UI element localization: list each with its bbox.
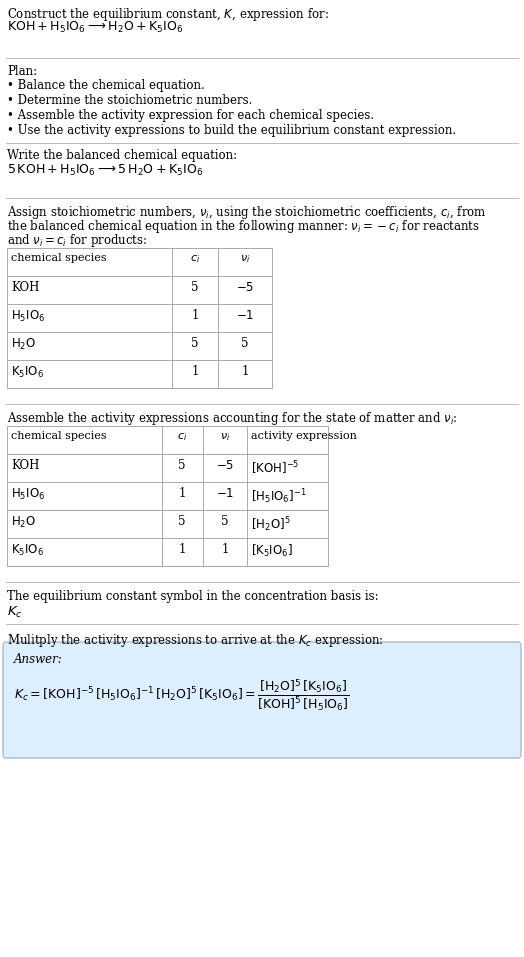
Text: 5: 5 xyxy=(178,459,185,472)
Text: 5: 5 xyxy=(191,281,199,294)
Text: • Use the activity expressions to build the equilibrium constant expression.: • Use the activity expressions to build … xyxy=(7,124,456,137)
Text: The equilibrium constant symbol in the concentration basis is:: The equilibrium constant symbol in the c… xyxy=(7,590,379,603)
Text: $c_i$: $c_i$ xyxy=(177,431,187,443)
Text: the balanced chemical equation in the following manner: $\nu_i = -c_i$ for react: the balanced chemical equation in the fo… xyxy=(7,218,480,235)
Text: • Determine the stoichiometric numbers.: • Determine the stoichiometric numbers. xyxy=(7,94,253,107)
Text: $-5$: $-5$ xyxy=(216,459,234,472)
FancyBboxPatch shape xyxy=(3,642,521,758)
Text: $\mathrm{H_2O}$: $\mathrm{H_2O}$ xyxy=(11,337,36,352)
Text: • Assemble the activity expression for each chemical species.: • Assemble the activity expression for e… xyxy=(7,109,374,122)
Text: 1: 1 xyxy=(178,487,185,500)
Text: chemical species: chemical species xyxy=(11,253,106,263)
Text: activity expression: activity expression xyxy=(251,431,357,441)
Text: $\mathrm{K_5IO_6}$: $\mathrm{K_5IO_6}$ xyxy=(11,543,44,558)
Text: $[\mathrm{H_2O}]^{5}$: $[\mathrm{H_2O}]^{5}$ xyxy=(251,515,291,534)
Text: $K_c = [\mathrm{KOH}]^{-5}\,[\mathrm{H_5IO_6}]^{-1}\,[\mathrm{H_2O}]^{5}\,[\math: $K_c = [\mathrm{KOH}]^{-5}\,[\mathrm{H_5… xyxy=(14,677,350,713)
Text: Mulitply the activity expressions to arrive at the $K_c$ expression:: Mulitply the activity expressions to arr… xyxy=(7,632,384,649)
Text: 5: 5 xyxy=(191,337,199,350)
Text: and $\nu_i = c_i$ for products:: and $\nu_i = c_i$ for products: xyxy=(7,232,147,249)
Text: $\mathrm{H_2O}$: $\mathrm{H_2O}$ xyxy=(11,515,36,530)
Text: 1: 1 xyxy=(221,543,228,556)
Text: • Balance the chemical equation.: • Balance the chemical equation. xyxy=(7,79,205,92)
Text: $\mathrm{KOH + H_5IO_6 \longrightarrow H_2O + K_5IO_6}$: $\mathrm{KOH + H_5IO_6 \longrightarrow H… xyxy=(7,20,183,35)
Text: $\nu_i$: $\nu_i$ xyxy=(240,253,250,265)
Text: Assign stoichiometric numbers, $\nu_i$, using the stoichiometric coefficients, $: Assign stoichiometric numbers, $\nu_i$, … xyxy=(7,204,487,221)
Text: 1: 1 xyxy=(191,365,199,378)
Text: $[\mathrm{K_5IO_6}]$: $[\mathrm{K_5IO_6}]$ xyxy=(251,543,293,559)
Text: $-1$: $-1$ xyxy=(216,487,234,500)
Text: $-5$: $-5$ xyxy=(236,281,254,294)
Text: Write the balanced chemical equation:: Write the balanced chemical equation: xyxy=(7,149,237,162)
Text: $\mathrm{K_5IO_6}$: $\mathrm{K_5IO_6}$ xyxy=(11,365,44,380)
Text: $\nu_i$: $\nu_i$ xyxy=(220,431,230,443)
Text: $\mathrm{5\,KOH + H_5IO_6 \longrightarrow 5\,H_2O + K_5IO_6}$: $\mathrm{5\,KOH + H_5IO_6 \longrightarro… xyxy=(7,163,203,178)
Text: $\mathrm{H_5IO_6}$: $\mathrm{H_5IO_6}$ xyxy=(11,487,45,502)
Text: Assemble the activity expressions accounting for the state of matter and $\nu_i$: Assemble the activity expressions accoun… xyxy=(7,410,457,427)
Text: KOH: KOH xyxy=(11,281,39,294)
Text: Construct the equilibrium constant, $K$, expression for:: Construct the equilibrium constant, $K$,… xyxy=(7,6,329,23)
Text: $K_c$: $K_c$ xyxy=(7,605,23,620)
Text: 5: 5 xyxy=(241,337,249,350)
Text: $c_i$: $c_i$ xyxy=(190,253,200,265)
Text: 1: 1 xyxy=(178,543,185,556)
Text: $[\mathrm{H_5IO_6}]^{-1}$: $[\mathrm{H_5IO_6}]^{-1}$ xyxy=(251,487,307,505)
Text: $-1$: $-1$ xyxy=(236,309,254,322)
Text: chemical species: chemical species xyxy=(11,431,106,441)
Text: 1: 1 xyxy=(191,309,199,322)
Text: KOH: KOH xyxy=(11,459,39,472)
Text: 5: 5 xyxy=(178,515,185,528)
Text: $[\mathrm{KOH}]^{-5}$: $[\mathrm{KOH}]^{-5}$ xyxy=(251,459,300,477)
Text: Plan:: Plan: xyxy=(7,65,37,78)
Text: $\mathrm{H_5IO_6}$: $\mathrm{H_5IO_6}$ xyxy=(11,309,45,324)
Text: Answer:: Answer: xyxy=(14,653,63,666)
Text: 1: 1 xyxy=(242,365,249,378)
Text: 5: 5 xyxy=(221,515,229,528)
